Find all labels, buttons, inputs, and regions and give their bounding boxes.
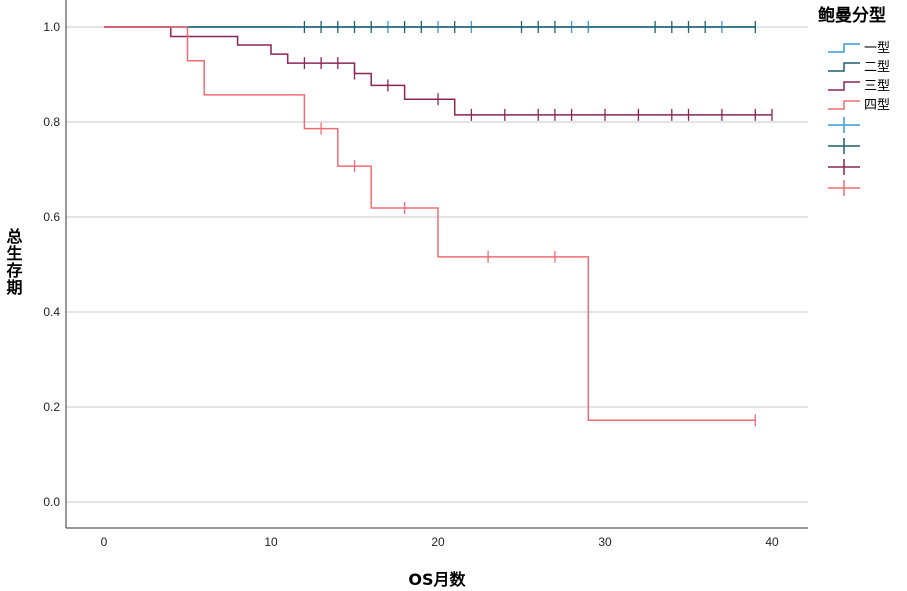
x-tick-label: 40 [765,535,779,549]
y-axis-title: 总生存期 [4,227,23,296]
x-tick-label: 0 [101,535,108,549]
x-tick-label: 10 [264,535,278,549]
x-tick-label: 20 [431,535,445,549]
legend-label: 四型 [864,98,890,113]
x-axis-title: OS月数 [408,570,466,589]
legend-swatch-line [828,100,860,110]
survival-step-line [104,26,756,422]
legend-swatch-line [828,43,860,53]
legend-label: 三型 [864,79,890,94]
y-tick-label: 0.0 [43,495,60,509]
series-二型 [104,21,756,33]
x-tick-label: 30 [598,535,612,549]
legend-label: 一型 [864,41,890,56]
plot-series [104,21,773,427]
axes [65,0,808,529]
y-tick-label: 0.4 [43,305,60,319]
y-tick-label: 1.0 [43,20,60,34]
tick-labels: 0.0 0.2 0.4 0.6 0.8 1.0 0 10 20 30 40 [43,20,779,549]
legend-label: 二型 [864,60,890,75]
y-tick-label: 0.6 [43,210,60,224]
y-tick-label: 0.8 [43,115,60,129]
series-三型 [104,26,773,121]
legend-title: 鲍曼分型 [818,5,886,26]
gridlines [66,26,808,503]
legend-swatch-line [828,81,860,91]
y-tick-label: 0.2 [43,400,60,414]
legend-swatch-line [828,62,860,72]
series-四型 [104,26,756,427]
